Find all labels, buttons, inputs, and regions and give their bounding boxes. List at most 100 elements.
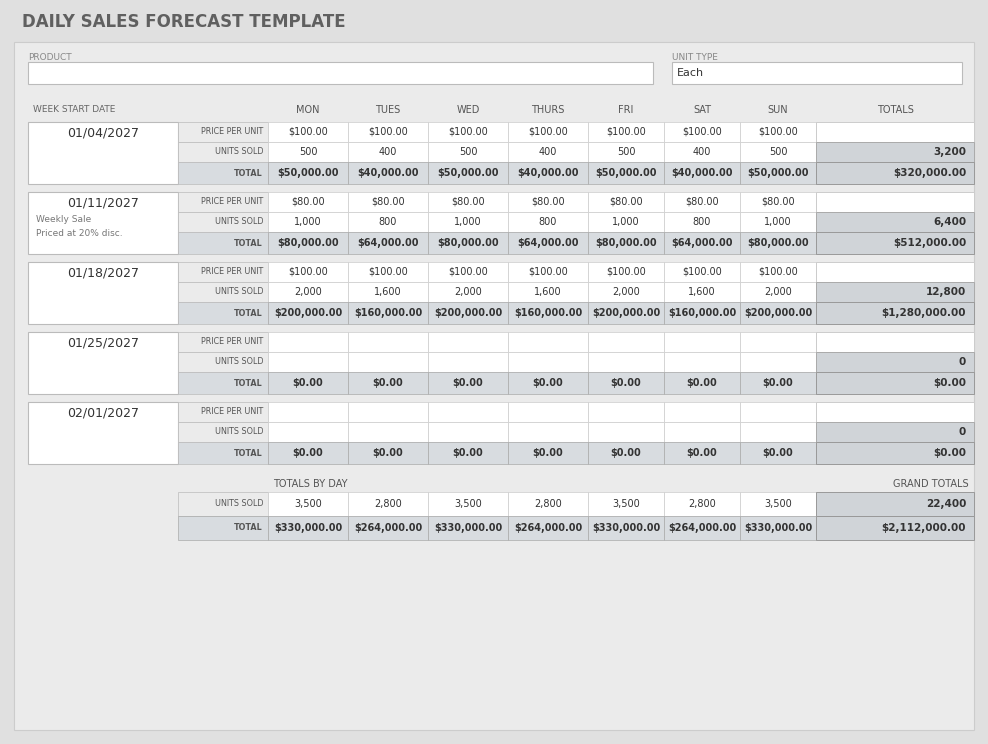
Text: $330,000.00: $330,000.00 — [434, 523, 502, 533]
Bar — [588, 332, 664, 352]
Text: 500: 500 — [298, 147, 317, 157]
Text: $100.00: $100.00 — [288, 127, 328, 137]
Text: 12,800: 12,800 — [926, 287, 966, 297]
Bar — [348, 402, 428, 422]
Bar — [740, 422, 816, 442]
Bar — [348, 262, 428, 282]
Text: $0.00: $0.00 — [611, 378, 641, 388]
Bar — [268, 192, 348, 212]
Text: 400: 400 — [378, 147, 397, 157]
Text: TOTAL: TOTAL — [234, 524, 263, 533]
Text: Each: Each — [677, 68, 704, 78]
Bar — [508, 142, 588, 162]
Text: $0.00: $0.00 — [533, 448, 563, 458]
Bar — [588, 372, 664, 394]
Text: $80.00: $80.00 — [761, 197, 794, 207]
Text: 3,500: 3,500 — [454, 499, 482, 509]
Bar — [664, 212, 740, 232]
Bar — [428, 262, 508, 282]
Text: 3,500: 3,500 — [294, 499, 322, 509]
Bar — [672, 62, 962, 84]
Bar — [348, 422, 428, 442]
Bar — [428, 162, 508, 184]
Bar — [664, 122, 740, 142]
Text: 01/18/2027: 01/18/2027 — [67, 266, 139, 280]
Text: MON: MON — [296, 105, 320, 115]
Bar — [588, 422, 664, 442]
Bar — [268, 352, 348, 372]
Bar — [268, 442, 348, 464]
Bar — [816, 372, 974, 394]
Bar — [588, 232, 664, 254]
Text: $64,000.00: $64,000.00 — [518, 238, 579, 248]
Text: 01/25/2027: 01/25/2027 — [67, 336, 139, 350]
Text: $100.00: $100.00 — [529, 267, 568, 277]
Text: $100.00: $100.00 — [606, 267, 646, 277]
Bar — [268, 492, 348, 516]
Bar — [268, 142, 348, 162]
Bar — [428, 122, 508, 142]
Bar — [588, 302, 664, 324]
Bar — [588, 282, 664, 302]
Text: $100.00: $100.00 — [369, 127, 408, 137]
Text: 6,400: 6,400 — [933, 217, 966, 227]
Text: $160,000.00: $160,000.00 — [514, 308, 582, 318]
Bar — [816, 122, 974, 142]
Text: $100.00: $100.00 — [369, 267, 408, 277]
Text: PRICE PER UNIT: PRICE PER UNIT — [201, 197, 263, 207]
Text: $40,000.00: $40,000.00 — [518, 168, 579, 178]
Text: 2,000: 2,000 — [613, 287, 640, 297]
Bar — [268, 122, 348, 142]
Bar — [508, 492, 588, 516]
Bar — [178, 142, 268, 162]
Bar — [348, 122, 428, 142]
Text: TOTAL: TOTAL — [234, 309, 263, 318]
Text: $0.00: $0.00 — [933, 448, 966, 458]
Bar — [740, 516, 816, 540]
Bar — [268, 262, 348, 282]
Text: $80,000.00: $80,000.00 — [747, 238, 809, 248]
Text: $50,000.00: $50,000.00 — [747, 168, 809, 178]
Text: $0.00: $0.00 — [763, 448, 793, 458]
Bar — [588, 352, 664, 372]
Text: $80.00: $80.00 — [686, 197, 719, 207]
Bar — [178, 122, 268, 142]
Bar — [28, 332, 178, 394]
Bar — [428, 422, 508, 442]
Bar — [268, 332, 348, 352]
Text: $0.00: $0.00 — [292, 378, 323, 388]
Bar — [664, 282, 740, 302]
Bar — [740, 352, 816, 372]
Text: 400: 400 — [538, 147, 557, 157]
Text: $0.00: $0.00 — [533, 378, 563, 388]
Bar — [428, 192, 508, 212]
Text: FRI: FRI — [618, 105, 633, 115]
Text: $40,000.00: $40,000.00 — [358, 168, 419, 178]
Text: 1,600: 1,600 — [535, 287, 562, 297]
Bar — [428, 212, 508, 232]
Bar — [348, 302, 428, 324]
Bar — [268, 302, 348, 324]
Bar — [588, 162, 664, 184]
Bar — [588, 192, 664, 212]
Bar — [508, 212, 588, 232]
Bar — [28, 192, 178, 254]
Text: 3,500: 3,500 — [613, 499, 640, 509]
Bar — [268, 232, 348, 254]
Bar — [348, 332, 428, 352]
Text: 1,000: 1,000 — [294, 217, 322, 227]
Bar — [178, 442, 268, 464]
Bar — [664, 442, 740, 464]
Text: 1,600: 1,600 — [689, 287, 716, 297]
Bar — [428, 142, 508, 162]
Bar — [178, 372, 268, 394]
Bar — [816, 262, 974, 282]
Text: $80.00: $80.00 — [291, 197, 325, 207]
Bar — [588, 516, 664, 540]
Bar — [268, 422, 348, 442]
Bar — [816, 442, 974, 464]
Bar — [508, 442, 588, 464]
Bar — [588, 122, 664, 142]
Text: $200,000.00: $200,000.00 — [434, 308, 502, 318]
Bar — [268, 516, 348, 540]
